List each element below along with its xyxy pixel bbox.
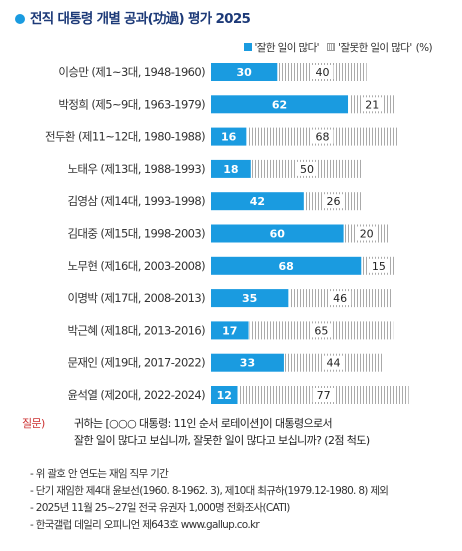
bar-bad-label-bg [367,258,390,273]
bar-bad-label-bg [322,194,345,209]
legend-bad-label: '잘못한 일이 많다' [338,42,412,54]
bar-good [211,353,284,372]
bar-bad-label-bg [311,129,334,144]
bar-bad-label: 40 [316,66,330,79]
bar-good-label: 33 [240,357,255,370]
bar-bad-label: 26 [327,195,341,208]
bar-bad-label: 21 [365,98,379,111]
question-line: 귀하는 [○○○ 대통령: 11인 순서 로테이션]이 대통령으로서 [74,417,333,430]
question-line: 잘한 일이 많다고 보십니까, 잘못한 일이 많다고 보십니까? (2점 척도) [74,434,370,447]
legend-unit: (%) [415,42,433,54]
bar-good-label: 30 [236,66,252,79]
bar-bad-label-bg [355,226,378,241]
bar-good-label: 60 [270,228,286,241]
bar-good-label: 62 [272,98,287,111]
bullet-dot-icon [15,14,25,24]
bar-good [211,127,247,146]
chart-title-text: 전직 대통령 개별 공과(功過) 평가 2025 [30,11,251,27]
legend-bad-swatch [327,43,336,51]
bar-bad-label-bg [296,161,319,176]
bar-good-label: 68 [278,260,293,273]
bar-bad-label-bg [310,323,333,338]
category-label: 김영삼 (제14대, 1993-1998) [67,194,205,208]
bar-bad-label-bg [361,97,384,112]
category-label: 김대중 (제15대, 1998-2003) [67,227,205,241]
category-label: 이명박 (제17대, 2008-2013) [67,291,205,305]
bar-bad-label: 50 [300,163,314,176]
footnote: - 2025년 11월 25~27일 전국 유권자 1,000명 전화조사(CA… [30,502,290,514]
chart-title: 전직 대통령 개별 공과(功過) 평가 2025 [15,7,251,27]
footnotes: - 위 괄호 안 연도는 재임 직무 기간 - 단기 재임한 제4대 윤보선(1… [30,466,389,534]
bar-good [211,192,304,211]
bar-good [211,321,249,340]
bar-good [211,256,362,275]
question-label: 질문) [22,417,45,430]
bar-bad-label-bg [329,291,352,306]
bar-bad-label: 65 [314,324,328,337]
bar-bad-label: 77 [317,389,331,402]
bar-good [211,224,344,243]
bar-bad-label: 46 [333,292,347,305]
bar-good-label: 35 [242,292,257,305]
category-label: 전두환 (제11~12대, 1980-1988) [45,130,205,144]
bar-chart: 이승만 (제1~3대, 1948-1960) 30 40 박정희 (제5~9대, 19… [45,63,409,404]
footnote: - 위 괄호 안 연도는 재임 직무 기간 [30,468,169,480]
bar-good [211,159,251,178]
legend: '잘한 일이 많다' '잘못한 일이 많다' (%) [243,40,433,55]
category-label: 박근혜 (제18대, 2013-2016) [67,323,205,337]
legend-good-swatch [243,43,252,51]
bar-good-label: 18 [223,163,238,176]
bar-good-label: 16 [221,131,237,144]
bar-good-label: 17 [222,324,237,337]
bar-bad-label: 20 [360,228,374,241]
bar-good [211,386,238,404]
bar-bad-label-bg [312,388,335,402]
bar-good-label: 42 [250,195,265,208]
legend-good-label: '잘한 일이 많다' [254,42,320,54]
bar-good [211,63,278,81]
category-label: 노무현 (제16대, 2003-2008) [67,259,205,273]
category-label: 이승만 (제1~3대, 1948-1960) [58,65,205,79]
category-label: 박정희 (제5~9대, 1963-1979) [58,97,205,111]
bar-bad-label-bg [322,355,345,370]
category-label: 문재인 (제19대, 2017-2022) [67,356,205,370]
footnote: - 단기 재임한 제4대 윤보선(1960. 8-1962. 3), 제10대 … [30,485,389,497]
bar-good [211,289,289,308]
bar-bad-label: 44 [327,357,341,370]
bar-bad-label: 15 [372,260,386,273]
bar-good-label: 12 [217,389,232,402]
bar-good [211,95,349,114]
footnote: - 한국갤럽 데일리 오피니언 제643호 www.gallup.co.kr [30,519,260,531]
category-label: 노태우 (제13대, 1988-1993) [67,162,205,176]
bar-bad-label-bg [311,65,334,79]
bar-bad-label: 68 [316,131,330,144]
category-label: 윤석열 (제20대, 2022-2024) [67,388,205,402]
